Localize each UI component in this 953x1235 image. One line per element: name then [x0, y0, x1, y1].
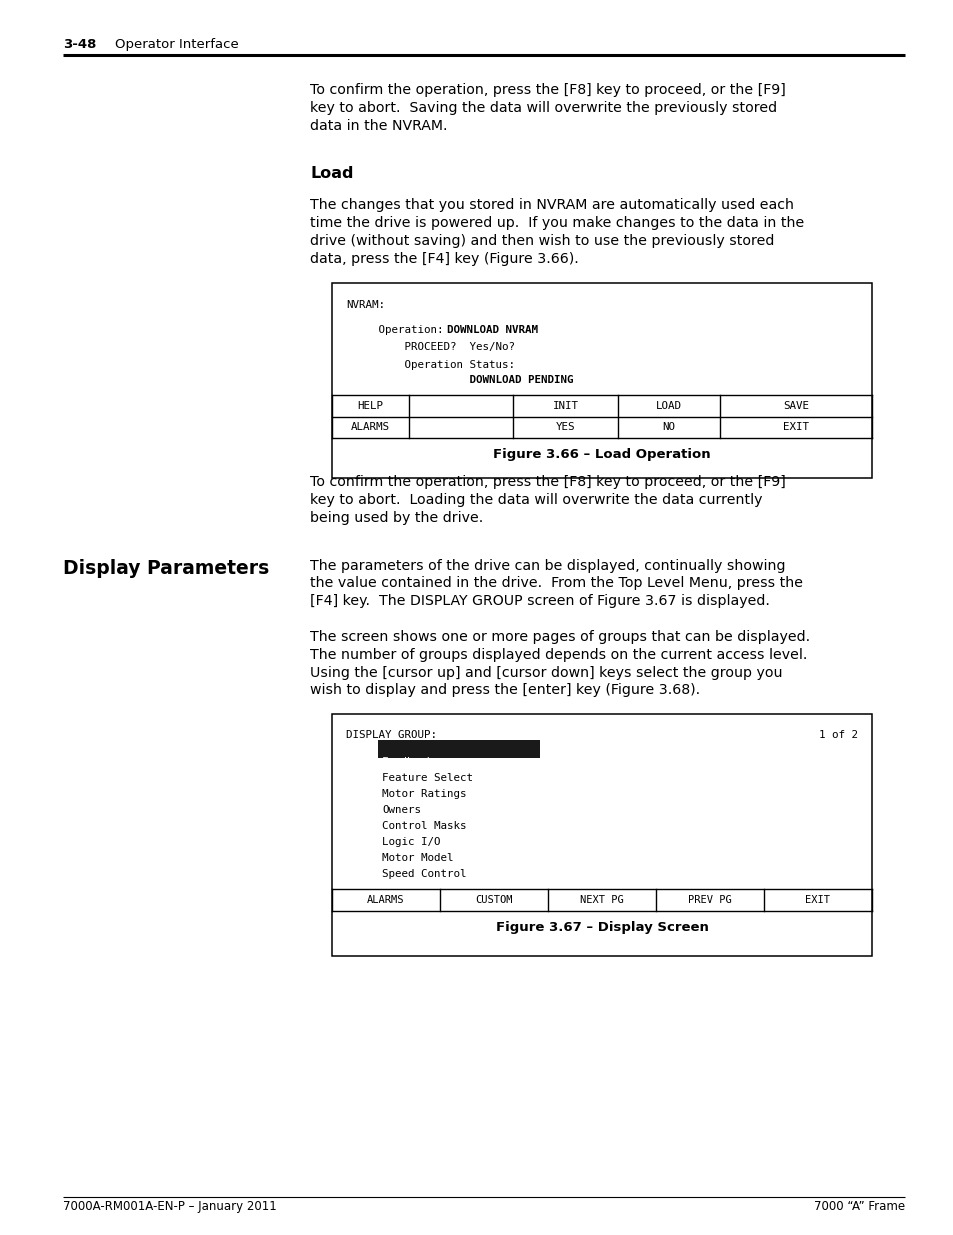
Text: PROCEED?  Yes/No?: PROCEED? Yes/No? [346, 342, 515, 352]
Text: Motor Ratings: Motor Ratings [381, 789, 466, 799]
Text: NVRAM:: NVRAM: [346, 300, 385, 310]
Text: To confirm the operation, press the [F8] key to proceed, or the [F9]: To confirm the operation, press the [F8]… [310, 83, 785, 98]
Text: wish to display and press the [enter] key (Figure 3.68).: wish to display and press the [enter] ke… [310, 683, 700, 698]
Text: DISPLAY GROUP:: DISPLAY GROUP: [346, 730, 436, 740]
Text: time the drive is powered up.  If you make changes to the data in the: time the drive is powered up. If you mak… [310, 216, 803, 230]
Text: HELP: HELP [357, 401, 383, 411]
Text: Using the [cursor up] and [cursor down] keys select the group you: Using the [cursor up] and [cursor down] … [310, 666, 781, 679]
Text: Operation:: Operation: [346, 325, 450, 335]
Text: key to abort.  Saving the data will overwrite the previously stored: key to abort. Saving the data will overw… [310, 101, 777, 115]
Text: drive (without saving) and then wish to use the previously stored: drive (without saving) and then wish to … [310, 233, 774, 248]
Text: INIT: INIT [552, 401, 578, 411]
Text: [F4] key.  The DISPLAY GROUP screen of Figure 3.67 is displayed.: [F4] key. The DISPLAY GROUP screen of Fi… [310, 594, 769, 608]
Text: NEXT PG: NEXT PG [579, 895, 623, 905]
Text: Operation Status:: Operation Status: [346, 359, 515, 369]
Text: Owners: Owners [381, 805, 420, 815]
Text: EXIT: EXIT [782, 422, 808, 432]
Text: ALARMS: ALARMS [351, 422, 390, 432]
Text: Speed Control: Speed Control [381, 869, 466, 879]
Text: being used by the drive.: being used by the drive. [310, 511, 483, 525]
Text: Control Masks: Control Masks [381, 821, 466, 831]
Text: Feedback: Feedback [381, 757, 434, 767]
Text: The number of groups displayed depends on the current access level.: The number of groups displayed depends o… [310, 647, 806, 662]
Text: 7000 “A” Frame: 7000 “A” Frame [813, 1200, 904, 1213]
Text: Feature Select: Feature Select [381, 773, 473, 783]
Text: PREV PG: PREV PG [687, 895, 731, 905]
Text: NO: NO [661, 422, 675, 432]
Text: YES: YES [556, 422, 575, 432]
Text: 7000A-RM001A-EN-P – January 2011: 7000A-RM001A-EN-P – January 2011 [63, 1200, 276, 1213]
Text: Motor Model: Motor Model [381, 853, 453, 863]
Text: EXIT: EXIT [804, 895, 830, 905]
Text: To confirm the operation, press the [F8] key to proceed, or the [F9]: To confirm the operation, press the [F8]… [310, 475, 785, 489]
Text: Display Parameters: Display Parameters [63, 558, 269, 578]
Text: data in the NVRAM.: data in the NVRAM. [310, 119, 447, 132]
Text: The screen shows one or more pages of groups that can be displayed.: The screen shows one or more pages of gr… [310, 630, 809, 643]
Text: ALARMS: ALARMS [367, 895, 404, 905]
Text: the value contained in the drive.  From the Top Level Menu, press the: the value contained in the drive. From t… [310, 577, 802, 590]
Text: data, press the [F4] key (Figure 3.66).: data, press the [F4] key (Figure 3.66). [310, 252, 578, 266]
Text: Logic I/O: Logic I/O [381, 837, 440, 847]
Text: The parameters of the drive can be displayed, continually showing: The parameters of the drive can be displ… [310, 558, 784, 573]
Text: SAVE: SAVE [782, 401, 808, 411]
Text: Figure 3.66 – Load Operation: Figure 3.66 – Load Operation [493, 448, 710, 461]
Text: 3-48: 3-48 [63, 38, 96, 51]
Text: 1 of 2: 1 of 2 [818, 730, 857, 740]
Text: The changes that you stored in NVRAM are automatically used each: The changes that you stored in NVRAM are… [310, 199, 793, 212]
Text: DOWNLOAD PENDING: DOWNLOAD PENDING [346, 375, 573, 385]
Bar [332, 714, 871, 956]
Text: Operator Interface: Operator Interface [115, 38, 238, 51]
Text: Figure 3.67 – Display Screen: Figure 3.67 – Display Screen [495, 920, 708, 934]
Bar [332, 283, 871, 478]
Text: LOAD: LOAD [656, 401, 681, 411]
Text: DOWNLOAD NVRAM: DOWNLOAD NVRAM [447, 325, 537, 335]
Bar [377, 740, 539, 758]
Text: CUSTOM: CUSTOM [475, 895, 512, 905]
Text: Load: Load [310, 167, 354, 182]
Text: key to abort.  Loading the data will overwrite the data currently: key to abort. Loading the data will over… [310, 493, 761, 506]
